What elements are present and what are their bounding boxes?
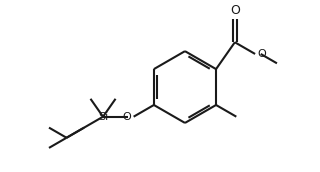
Text: O: O xyxy=(230,4,240,17)
Text: O: O xyxy=(257,49,266,59)
Text: Si: Si xyxy=(98,112,108,122)
Text: O: O xyxy=(123,112,132,122)
